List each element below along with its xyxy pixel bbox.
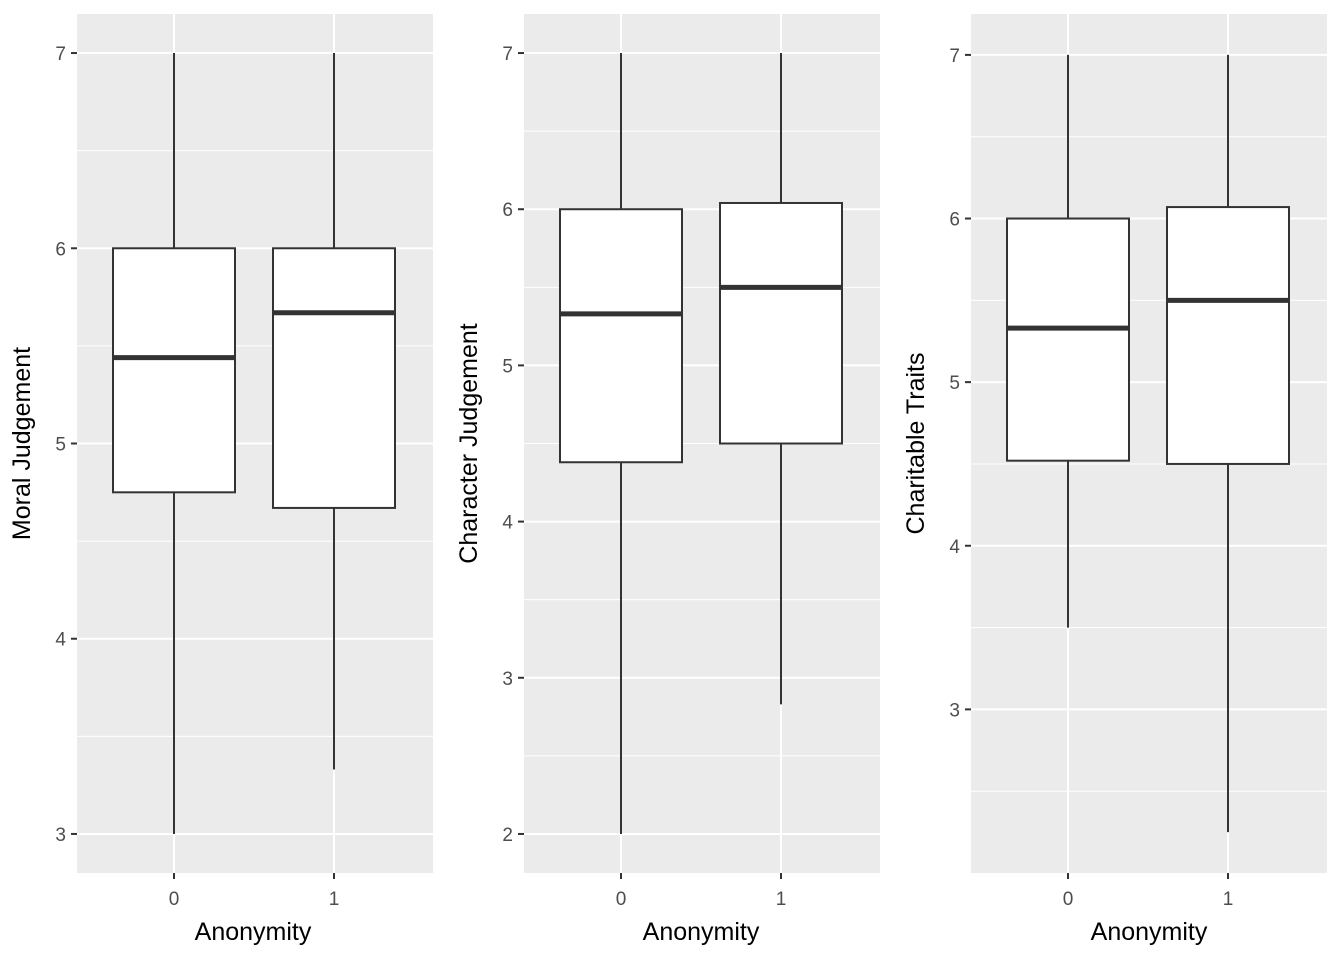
box-rect [559,208,683,464]
x-tick-label: 0 [169,889,180,910]
y-tick-label: 6 [949,210,960,231]
y-tick-label: 3 [502,669,513,690]
panel-2: 2 3 4 5 6 7 0 1 Anonymity Character Judgement [455,14,880,946]
box-rect [1166,206,1290,465]
y-tick-label: 4 [502,513,513,534]
box-rect [112,247,236,494]
x-tick-label: 0 [1063,889,1074,910]
x-axis-title: Anonymity [195,918,312,946]
panel-1: 3 4 5 6 7 0 1 Anonymity Moral Judgement [8,14,433,946]
box-0 [1006,54,1130,628]
y-tick-label: 5 [949,373,960,394]
panel-3: 3 4 5 6 7 0 1 Anonymity Charitable Traits [902,14,1327,946]
box-1 [1166,54,1290,833]
box-rect [1006,217,1130,462]
x-tick-label: 1 [329,889,340,910]
y-tick-label: 3 [55,825,66,846]
y-tick-label: 7 [949,46,960,67]
y-tick-label: 6 [502,200,513,221]
y-axis-title: Charitable Traits [902,352,930,534]
box-0 [559,53,683,834]
y-tick-label: 6 [55,239,66,260]
box-1 [719,53,843,705]
y-tick-label: 7 [55,44,66,65]
x-axis-title: Anonymity [1091,918,1208,946]
y-tick-label: 7 [502,44,513,65]
box-0 [112,53,236,834]
box-1 [272,53,396,770]
x-tick-label: 1 [1223,889,1234,910]
box-rect [719,201,843,445]
y-tick-label: 4 [949,537,960,558]
x-axis-title: Anonymity [643,918,760,946]
box-rect [272,247,396,509]
x-tick-label: 1 [776,889,787,910]
y-axis-title: Character Judgement [455,323,483,563]
x-tick-label: 0 [616,889,627,910]
y-tick-label: 5 [55,435,66,456]
y-tick-label: 2 [502,825,513,846]
y-tick-label: 4 [55,630,66,651]
y-axis-title: Moral Judgement [8,347,36,540]
y-tick-label: 3 [949,700,960,721]
y-tick-label: 5 [502,356,513,377]
